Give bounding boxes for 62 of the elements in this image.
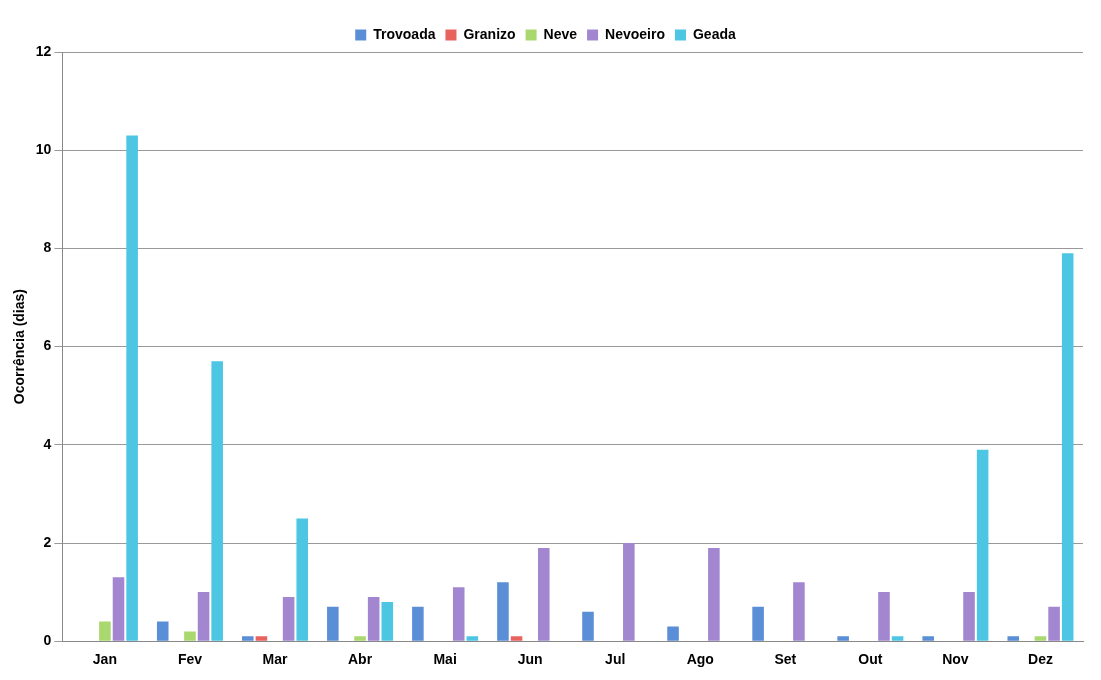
y-tick-label: 4 (43, 435, 52, 452)
bar (452, 587, 465, 641)
bar (282, 597, 295, 641)
bar (1007, 636, 1020, 641)
bar (466, 636, 479, 641)
bar (963, 592, 975, 641)
bar (197, 592, 210, 641)
bar (184, 631, 196, 641)
bar (367, 597, 380, 641)
y-tick-label: 6 (43, 337, 52, 354)
bar (156, 621, 169, 641)
bar (381, 601, 394, 641)
bar (126, 135, 138, 641)
x-tick-label: Set (774, 651, 797, 668)
bar (922, 636, 934, 641)
y-tick-label: 12 (35, 42, 52, 59)
x-tick-label: Jun (517, 651, 543, 668)
x-tick-label: Jan (92, 651, 117, 668)
x-tick-label: Out (858, 651, 883, 668)
x-tick-label: Nov (942, 651, 969, 668)
x-tick-label: Ago (686, 651, 714, 668)
bar (837, 636, 849, 641)
bar (255, 636, 268, 641)
bar (537, 547, 550, 641)
bar (1048, 606, 1060, 641)
bar (1061, 253, 1074, 641)
bar (296, 518, 308, 641)
bar (1034, 636, 1047, 641)
y-tick-label: 10 (35, 141, 52, 158)
bar (623, 543, 635, 641)
x-tick-label: Abr (347, 651, 373, 668)
bar (412, 606, 424, 641)
legend-label: Nevoeiro (605, 25, 665, 42)
legend-label: Neve (543, 25, 578, 42)
y-tick-label: 8 (43, 239, 52, 256)
bar (878, 592, 890, 641)
x-tick-label: Dez (1028, 651, 1053, 668)
bar (976, 449, 989, 641)
bar (112, 577, 125, 641)
bar (99, 621, 111, 641)
x-tick-label: Fev (177, 651, 203, 668)
x-tick-label: Jul (605, 651, 626, 668)
bar (667, 626, 679, 641)
bar (211, 361, 223, 641)
bar (242, 636, 254, 641)
y-tick-label: 0 (43, 632, 52, 649)
x-tick-label: Mai (433, 651, 457, 668)
bar (891, 636, 904, 641)
bar (582, 611, 594, 641)
bar (327, 606, 339, 641)
y-tick-label: 2 (43, 533, 52, 550)
bar (497, 582, 509, 641)
bar (793, 582, 805, 641)
legend-label: Geada (692, 25, 736, 42)
bar (708, 547, 720, 641)
bar (354, 636, 366, 641)
bar (752, 606, 764, 641)
legend-label: Granizo (463, 25, 516, 42)
y-axis-title: Ocorrência (dias) (11, 289, 28, 405)
x-tick-label: Mar (262, 651, 288, 668)
legend-label: Trovoada (373, 25, 436, 42)
bar (510, 636, 523, 641)
